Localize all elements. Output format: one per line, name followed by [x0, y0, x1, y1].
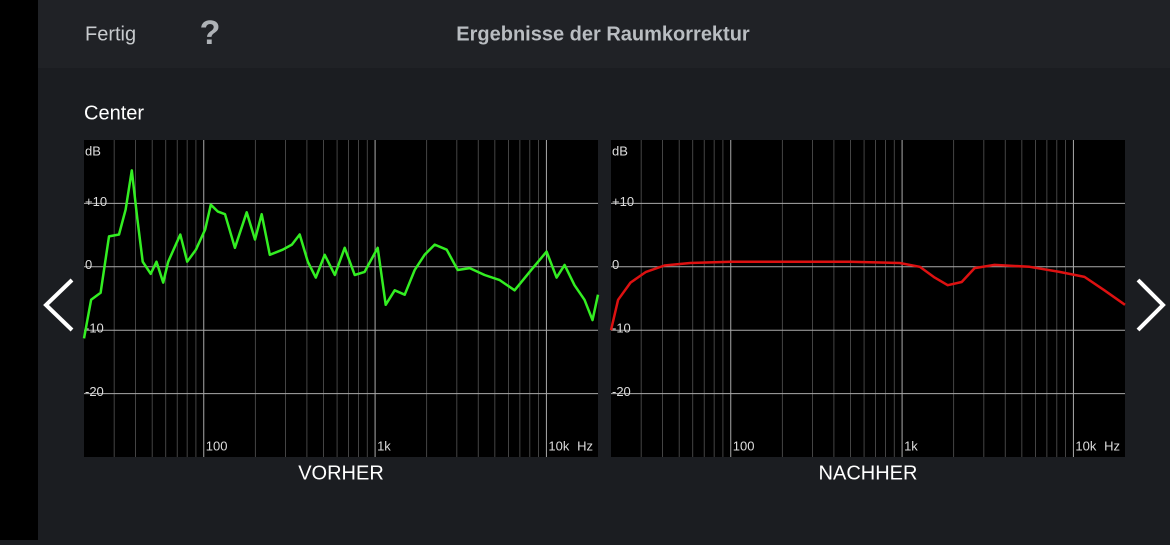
- x-tick-label: 10k: [1075, 438, 1096, 453]
- x-tick-label: 100: [733, 438, 755, 453]
- x-axis-label: Hz: [1104, 438, 1120, 453]
- y-tick-label: -10: [612, 321, 631, 336]
- plot-area: [84, 140, 598, 457]
- chart-title: NACHHER: [819, 462, 918, 484]
- chart-title: VORHER: [298, 462, 384, 484]
- y-tick-label: -20: [612, 384, 631, 399]
- help-button[interactable]: ?: [200, 14, 221, 52]
- x-axis-label: Hz: [577, 438, 593, 453]
- x-tick-label: 10k: [548, 438, 569, 453]
- y-tick-label: +10: [85, 194, 107, 209]
- y-tick-label: 0: [612, 257, 619, 272]
- x-tick-label: 1k: [904, 438, 918, 453]
- y-tick-label: -20: [85, 384, 104, 399]
- y-tick-label: -10: [85, 321, 104, 336]
- response-line: [609, 260, 1126, 331]
- response-line: [82, 169, 600, 339]
- top-bar: [38, 0, 1170, 68]
- done-button[interactable]: Fertig: [85, 23, 136, 45]
- y-tick-label: +10: [612, 194, 634, 209]
- y-axis-label: dB: [612, 143, 628, 158]
- side-strip: [0, 0, 38, 540]
- x-tick-label: 1k: [377, 438, 391, 453]
- y-axis-label: dB: [85, 143, 101, 158]
- plot-area: [611, 140, 1125, 457]
- section-title: Center: [84, 102, 144, 124]
- screen-title: Ergebnisse der Raumkorrektur: [456, 23, 750, 45]
- y-tick-label: 0: [85, 257, 92, 272]
- x-tick-label: 100: [206, 438, 228, 453]
- prev-arrow[interactable]: [43, 278, 74, 332]
- next-arrow[interactable]: [1136, 278, 1166, 332]
